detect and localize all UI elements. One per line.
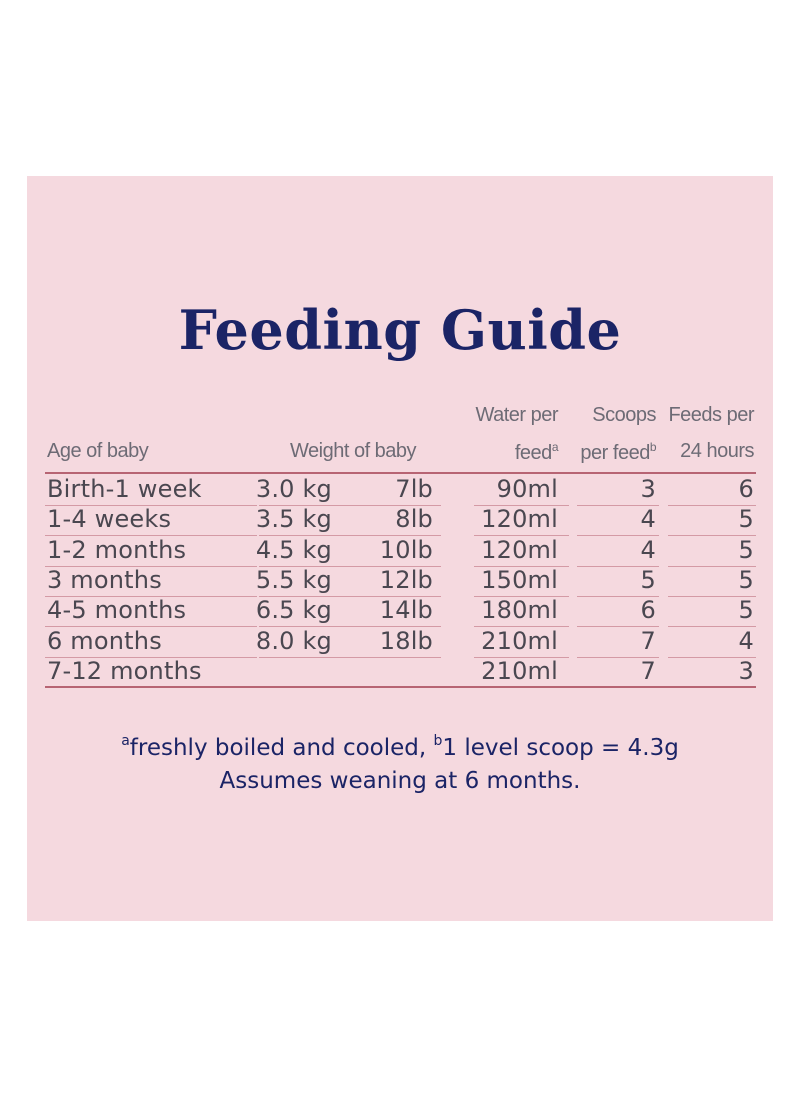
- cell-kg: 5.5 kg: [255, 566, 332, 594]
- row-separator: [668, 657, 756, 658]
- row-separator: [474, 626, 569, 627]
- cell-scoops: 6: [640, 596, 656, 624]
- cell-kg: 3.0 kg: [255, 475, 332, 503]
- row-separator: [668, 535, 756, 536]
- row-separator: [45, 535, 257, 536]
- header-age: Age of baby: [47, 440, 149, 462]
- cell-age: 6 months: [47, 627, 162, 655]
- cell-feeds: 4: [738, 627, 754, 655]
- footnote-line1: afreshly boiled and cooled, b1 level sco…: [121, 733, 679, 761]
- row-separator: [474, 505, 569, 506]
- row-separator: [259, 535, 441, 536]
- row-separator: [577, 596, 659, 597]
- cell-water: 150ml: [481, 566, 558, 594]
- cell-lb: 8lb: [395, 505, 433, 533]
- cell-feeds: 3: [738, 657, 754, 685]
- cell-age: 1-2 months: [47, 536, 187, 564]
- row-separator: [259, 657, 441, 658]
- row-separator: [45, 596, 257, 597]
- header-water-line2: feeda: [514, 440, 559, 464]
- footnote-line2: Assumes weaning at 6 months.: [219, 768, 581, 794]
- cell-lb: 10lb: [379, 536, 433, 564]
- cell-feeds: 5: [738, 505, 754, 533]
- cell-age: 7-12 months: [47, 657, 202, 685]
- header-feeds-line1: Feeds per: [668, 404, 754, 426]
- cell-feeds: 6: [738, 475, 754, 503]
- header-feeds-line2: 24 hours: [680, 440, 754, 462]
- cell-water: 90ml: [496, 475, 558, 503]
- cell-scoops: 4: [640, 536, 656, 564]
- row-separator: [474, 596, 569, 597]
- cell-water: 120ml: [481, 505, 558, 533]
- row-separator: [45, 505, 257, 506]
- cell-lb: 18lb: [379, 627, 433, 655]
- cell-water: 210ml: [481, 627, 558, 655]
- page-title: Feeding Guide: [178, 298, 622, 362]
- row-separator: [668, 596, 756, 597]
- row-separator: [577, 505, 659, 506]
- row-separator: [474, 657, 569, 658]
- cell-water: 120ml: [481, 536, 558, 564]
- cell-kg: 8.0 kg: [255, 627, 332, 655]
- cell-kg: 6.5 kg: [255, 596, 332, 624]
- header-water-line1: Water per: [475, 404, 558, 426]
- row-separator: [45, 626, 257, 627]
- row-separator: [259, 505, 441, 506]
- row-separator: [45, 657, 257, 658]
- cell-feeds: 5: [738, 536, 754, 564]
- cell-lb: 14lb: [379, 596, 433, 624]
- header-rule: [45, 472, 756, 474]
- table-bottom-rule: [45, 686, 756, 688]
- cell-scoops: 5: [640, 566, 656, 594]
- cell-scoops: 4: [640, 505, 656, 533]
- row-separator: [577, 535, 659, 536]
- cell-lb: 7lb: [395, 475, 433, 503]
- row-separator: [577, 657, 659, 658]
- cell-kg: 4.5 kg: [255, 536, 332, 564]
- row-separator: [474, 566, 569, 567]
- row-separator: [474, 535, 569, 536]
- cell-water: 210ml: [481, 657, 558, 685]
- row-separator: [668, 566, 756, 567]
- row-separator: [668, 626, 756, 627]
- cell-scoops: 7: [640, 657, 656, 685]
- cell-kg: 3.5 kg: [255, 505, 332, 533]
- row-separator: [45, 566, 257, 567]
- row-separator: [668, 505, 756, 506]
- cell-age: 4-5 months: [47, 596, 187, 624]
- row-separator: [577, 566, 659, 567]
- cell-feeds: 5: [738, 566, 754, 594]
- cell-scoops: 3: [640, 475, 656, 503]
- cell-lb: 12lb: [379, 566, 433, 594]
- row-separator: [259, 626, 441, 627]
- header-scoops-line1: Scoops: [592, 404, 656, 426]
- row-separator: [259, 596, 441, 597]
- header-weight: Weight of baby: [290, 440, 417, 462]
- header-scoops-line2: per feedb: [580, 440, 656, 464]
- cell-feeds: 5: [738, 596, 754, 624]
- feeding-guide-panel: [27, 176, 773, 921]
- row-separator: [259, 566, 441, 567]
- cell-scoops: 7: [640, 627, 656, 655]
- cell-water: 180ml: [481, 596, 558, 624]
- cell-age: 1-4 weeks: [47, 505, 172, 533]
- cell-age: Birth-1 week: [47, 475, 202, 503]
- cell-age: 3 months: [47, 566, 162, 594]
- row-separator: [577, 626, 659, 627]
